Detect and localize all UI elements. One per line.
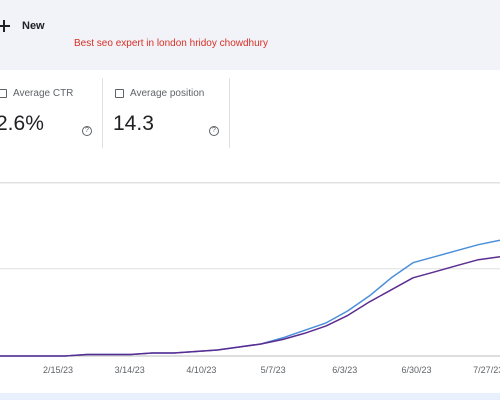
metric-card-ctr[interactable]: Average CTR 2.6% ? (0, 78, 103, 148)
checkbox-position[interactable] (115, 89, 124, 98)
x-tick-label: 4/10/23 (186, 365, 216, 375)
x-tick-label: 2/15/23 (43, 365, 73, 375)
chart-svg: 2/15/23 3/14/23 4/10/23 5/7/23 6/3/23 6/30/23… (0, 183, 500, 375)
help-icon[interactable]: ? (82, 126, 92, 136)
plus-icon (0, 20, 10, 32)
metric-card-position[interactable]: Average position 14.3 ? (103, 78, 230, 148)
metric-cards: Average CTR 2.6% ? Average position 14.3… (0, 70, 500, 148)
new-button[interactable]: New (0, 14, 45, 38)
x-tick-label: 6/30/23 (401, 365, 431, 375)
series-line-2 (0, 255, 500, 357)
x-tick-label: 3/14/23 (115, 365, 145, 375)
new-button-label: New (22, 20, 45, 32)
x-tick-label: 7/27/23 (473, 365, 500, 375)
series-line-1 (0, 239, 500, 357)
metric-card-header: Average CTR (0, 88, 73, 99)
metric-label-position: Average position (130, 88, 205, 99)
bottom-strip (0, 393, 500, 400)
x-tick-label: 6/3/23 (332, 365, 357, 375)
metric-card-header: Average position (115, 88, 204, 99)
x-tick-label: 5/7/23 (261, 365, 286, 375)
checkbox-ctr[interactable] (0, 89, 7, 98)
metric-value-position: 14.3 (113, 112, 154, 135)
top-bar: New Best seo expert in london hridoy cho… (0, 0, 500, 70)
metric-label-ctr: Average CTR (13, 88, 74, 99)
help-icon[interactable]: ? (209, 126, 219, 136)
metric-value-ctr: 2.6% (0, 112, 44, 135)
overlay-caption: Best seo expert in london hridoy chowdhu… (74, 38, 269, 49)
performance-chart: 2/15/23 3/14/23 4/10/23 5/7/23 6/3/23 6/30/23… (0, 183, 500, 400)
